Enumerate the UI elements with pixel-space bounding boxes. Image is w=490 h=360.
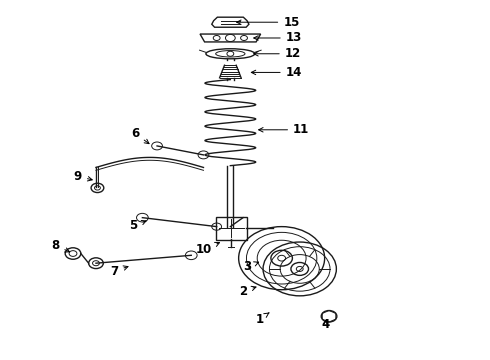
Text: 12: 12 [254,47,301,60]
Text: 4: 4 [321,318,330,331]
Text: 9: 9 [74,170,92,183]
Text: 5: 5 [129,219,146,233]
Text: 2: 2 [240,285,256,298]
Text: 13: 13 [254,31,302,45]
Text: 8: 8 [51,239,70,252]
Text: 6: 6 [131,127,149,144]
Text: 10: 10 [196,242,220,256]
Text: 14: 14 [251,66,302,79]
Text: 3: 3 [244,260,259,273]
Text: 15: 15 [237,16,299,29]
Text: 1: 1 [256,312,269,326]
Text: 11: 11 [259,123,309,136]
Text: 7: 7 [110,265,128,278]
